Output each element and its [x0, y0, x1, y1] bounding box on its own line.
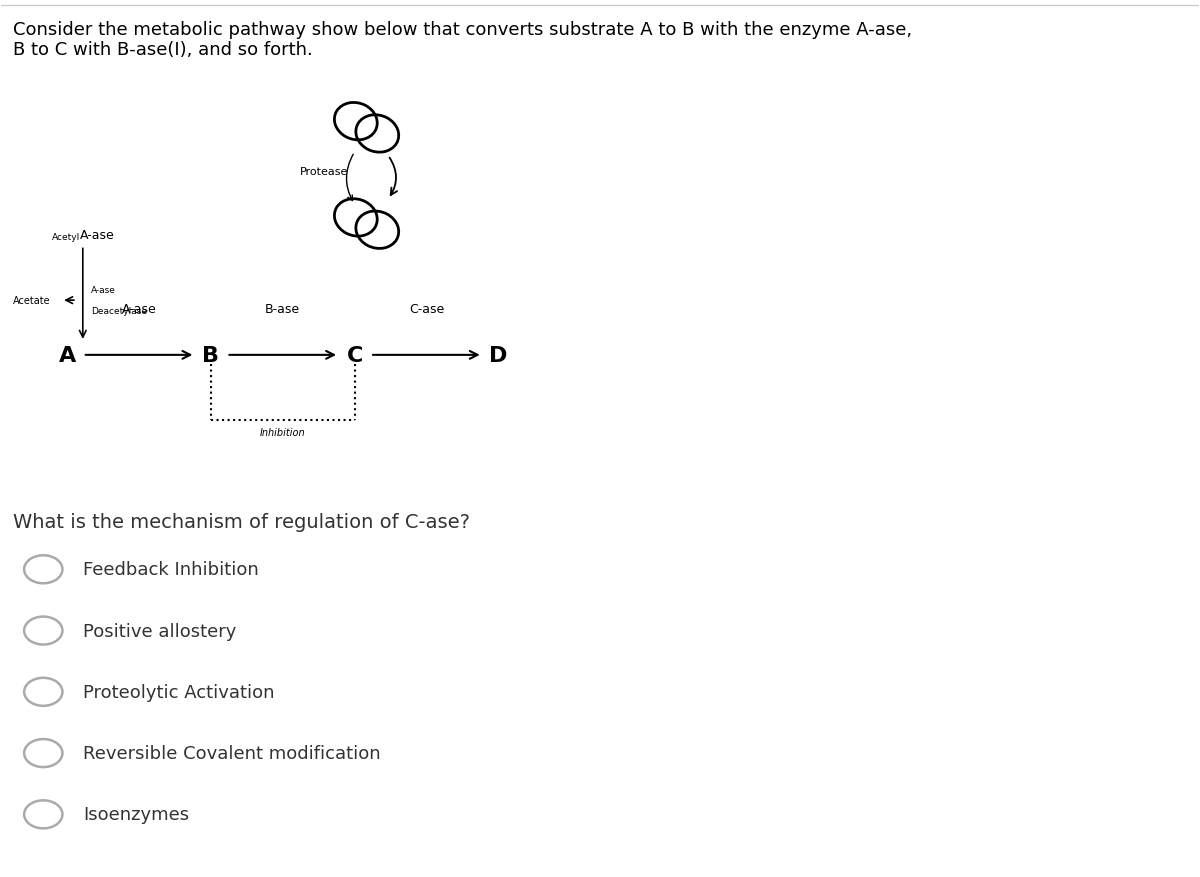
Text: Reversible Covalent modification: Reversible Covalent modification: [83, 745, 380, 762]
Text: Inhibition: Inhibition: [260, 428, 306, 438]
Text: A-ase: A-ase: [80, 229, 115, 242]
Text: D: D: [490, 346, 508, 366]
Text: Positive allostery: Positive allostery: [83, 622, 236, 640]
Text: Consider the metabolic pathway show below that converts substrate A to B with th: Consider the metabolic pathway show belo…: [13, 21, 912, 39]
Text: Proteolytic Activation: Proteolytic Activation: [83, 683, 275, 701]
Text: Isoenzymes: Isoenzymes: [83, 805, 188, 824]
Text: Protease: Protease: [300, 167, 348, 177]
Text: A-ase: A-ase: [121, 303, 156, 316]
Text: B: B: [203, 346, 220, 366]
Text: Acetyl: Acetyl: [52, 232, 80, 242]
Text: What is the mechanism of regulation of C-ase?: What is the mechanism of regulation of C…: [13, 513, 470, 531]
Text: Feedback Inhibition: Feedback Inhibition: [83, 560, 258, 579]
Text: B to C with B-ase(I), and so forth.: B to C with B-ase(I), and so forth.: [13, 40, 313, 59]
Text: B-ase: B-ase: [265, 303, 300, 316]
Text: A-ase: A-ase: [91, 286, 116, 295]
Text: C-ase: C-ase: [409, 303, 444, 316]
Text: Deacetylase: Deacetylase: [91, 307, 148, 316]
Text: A: A: [59, 346, 76, 366]
Text: Acetate: Acetate: [13, 296, 50, 306]
Text: C: C: [347, 346, 362, 366]
